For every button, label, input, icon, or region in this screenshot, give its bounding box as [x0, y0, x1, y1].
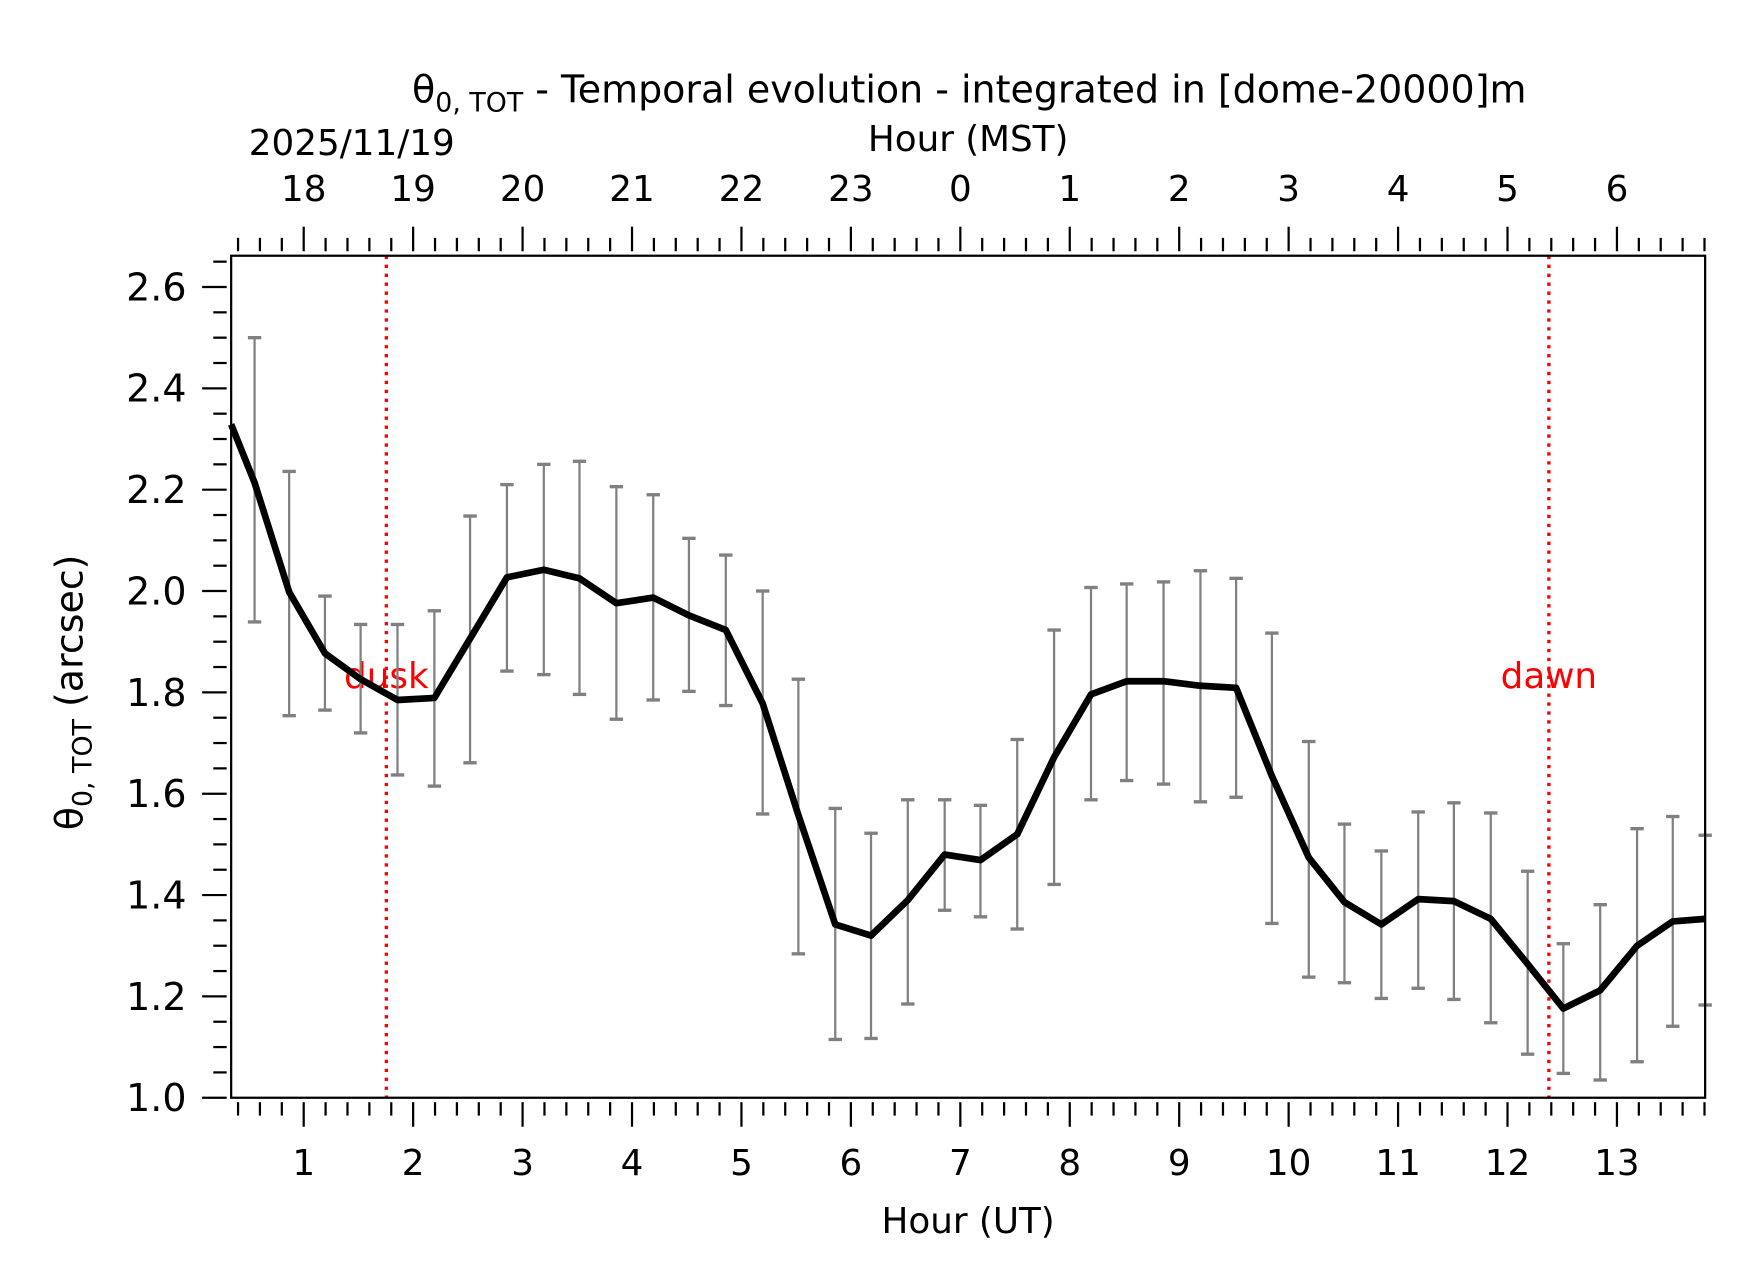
x2-tick-label: 23 — [828, 169, 873, 210]
x2-tick-label: 21 — [609, 169, 654, 210]
x2-tick-label: 1 — [1058, 169, 1081, 210]
x2-tick-label: 20 — [500, 169, 545, 210]
chart-title: θ0, TOT - Temporal evolution - integrate… — [412, 68, 1526, 119]
x-tick-label: 2 — [402, 1143, 425, 1184]
x-tick-label: 7 — [949, 1143, 972, 1184]
x-tick-label: 12 — [1485, 1143, 1530, 1184]
x2-axis-label: Hour (MST) — [868, 119, 1069, 160]
x2-tick-label: 22 — [719, 169, 764, 210]
x-tick-label: 10 — [1266, 1143, 1311, 1184]
x-tick-label: 8 — [1058, 1143, 1081, 1184]
x-tick-label: 3 — [511, 1143, 534, 1184]
y-axis-label: θ0, TOT (arcsec) — [48, 555, 99, 831]
y-tick-label: 2.2 — [126, 468, 186, 512]
x2-tick-label: 3 — [1277, 169, 1300, 210]
x2-tick-label: 0 — [949, 169, 972, 210]
x2-tick-label: 5 — [1496, 169, 1519, 210]
y-tick-label: 1.6 — [126, 772, 186, 816]
x2-tick-label: 6 — [1606, 169, 1629, 210]
y-tick-label: 1.8 — [126, 671, 186, 715]
date-label: 2025/11/19 — [249, 123, 455, 164]
y-tick-label: 1.4 — [126, 873, 186, 917]
x2-tick-label: 4 — [1387, 169, 1410, 210]
x2-tick-label: 19 — [390, 169, 435, 210]
y-tick-label: 2.0 — [126, 569, 186, 613]
dawn-label: dawn — [1501, 656, 1597, 697]
y-tick-label: 2.4 — [126, 367, 186, 411]
x2-tick-label: 18 — [281, 169, 326, 210]
x-axis-label: Hour (UT) — [882, 1201, 1055, 1242]
x-tick-label: 11 — [1375, 1143, 1420, 1184]
x-tick-label: 6 — [840, 1143, 863, 1184]
y-tick-label: 1.2 — [126, 975, 186, 1019]
x-tick-label: 5 — [730, 1143, 753, 1184]
y-tick-label: 1.0 — [126, 1076, 186, 1120]
plot-frame — [230, 254, 1707, 1099]
x-tick-label: 13 — [1594, 1143, 1639, 1184]
series-line — [228, 423, 1706, 1012]
x-tick-label: 4 — [621, 1143, 644, 1184]
x2-tick-label: 2 — [1168, 169, 1191, 210]
x-tick-label: 1 — [292, 1143, 315, 1184]
y-tick-label: 2.6 — [126, 265, 186, 309]
x-tick-label: 9 — [1168, 1143, 1191, 1184]
